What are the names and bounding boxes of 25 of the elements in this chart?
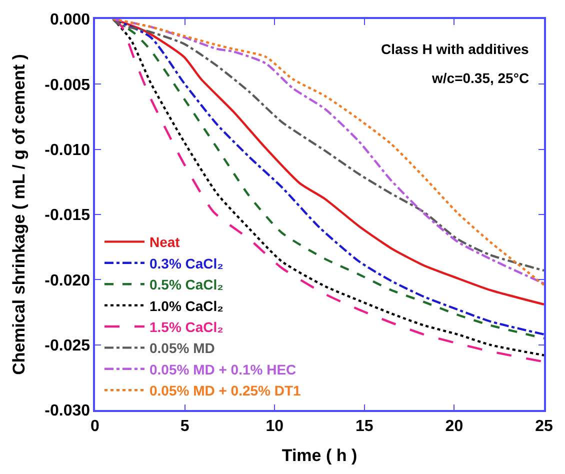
y-tick-label: -0.015 [44, 207, 90, 224]
y-tick-label: -0.020 [44, 272, 90, 290]
y-axis-title: Chemical shrinkage ( mL / g of cement ) [10, 54, 29, 375]
y-tick-label: -0.030 [44, 402, 90, 420]
legend-label: 1.0% CaCl₂ [149, 298, 224, 314]
x-tick-label: 25 [535, 418, 553, 435]
legend-label: 0.05% MD + 0.25% DT1 [149, 382, 302, 399]
legend-label: 0.05% MD [149, 340, 215, 356]
legend-label: 0.5% CaCl₂ [149, 276, 224, 293]
y-tick-label: -0.010 [44, 142, 90, 159]
x-tick-label: 15 [356, 418, 374, 435]
legend-label: 1.5% CaCl₂ [149, 318, 224, 335]
legend-label: Neat [149, 234, 180, 250]
x-tick-label: 20 [445, 418, 464, 435]
annotation: Class H with additives [381, 41, 530, 57]
x-tick-label: 0 [90, 418, 100, 435]
annotation: w/c=0.35, 25°C [431, 70, 530, 86]
x-tick-label: 5 [180, 418, 190, 435]
y-tick-label: -0.005 [44, 76, 90, 94]
x-axis-title: Time ( h ) [282, 446, 358, 465]
y-tick-label: 0.000 [50, 12, 90, 29]
x-tick-label: 10 [266, 418, 284, 435]
y-tick-label: -0.025 [44, 337, 90, 354]
legend-label: 0.3% CaCl₂ [149, 255, 224, 272]
legend-label: 0.05% MD + 0.1% HEC [149, 361, 296, 378]
